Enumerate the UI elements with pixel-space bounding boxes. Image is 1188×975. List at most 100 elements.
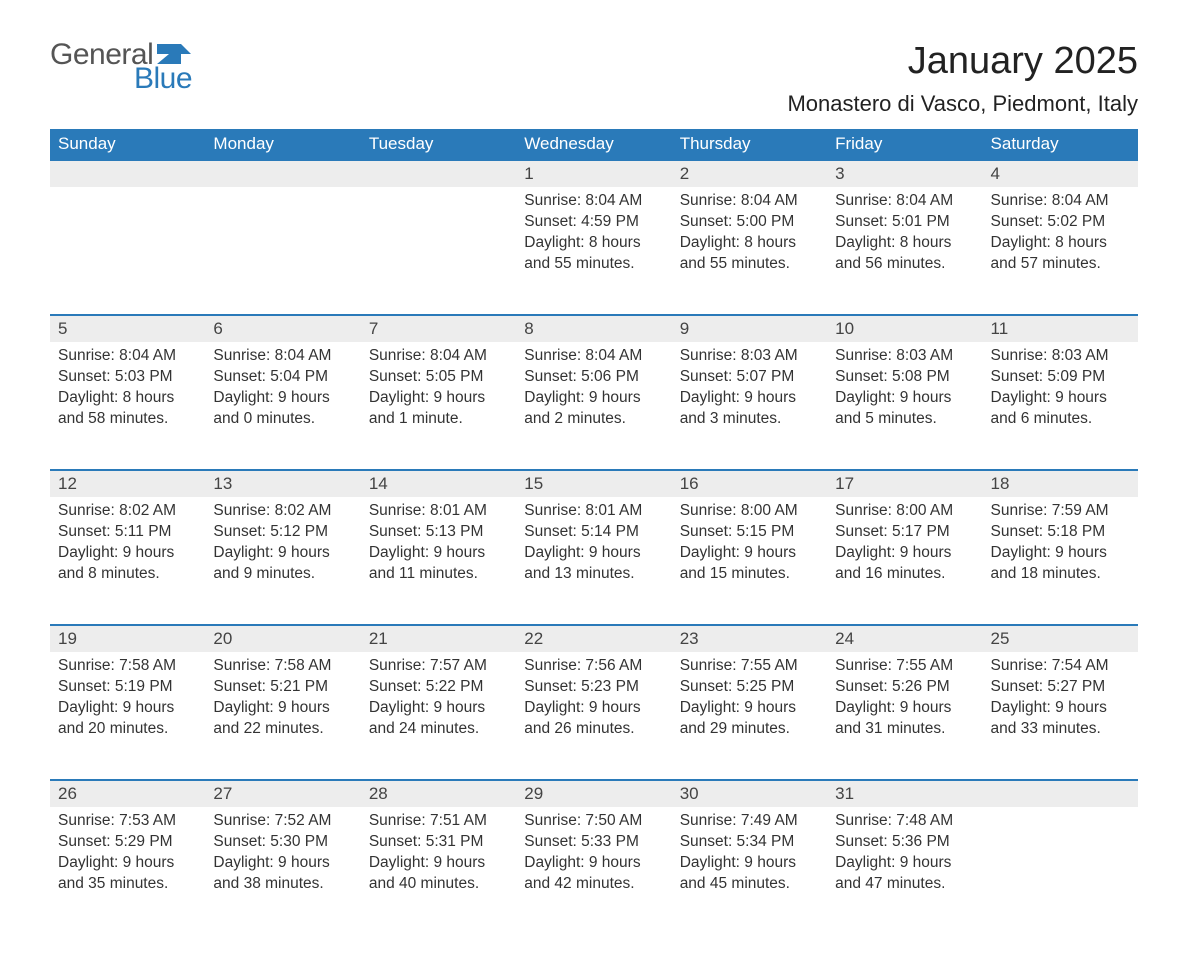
sunset-line: Sunset: 5:01 PM [835,213,950,230]
weekday-header: Monday [205,129,360,160]
sunrise-line: Sunrise: 8:03 AM [991,347,1109,364]
day-cell: Sunrise: 8:01 AMSunset: 5:13 PMDaylight:… [361,497,516,625]
sunset-line: Sunset: 5:15 PM [680,523,795,540]
sunrise-line: Sunrise: 8:02 AM [213,502,331,519]
sunset-line: Sunset: 5:05 PM [369,368,484,385]
day-number-cell: 19 [50,625,205,652]
sunrise-line: Sunrise: 8:04 AM [524,347,642,364]
sunrise-line: Sunrise: 7:52 AM [213,812,331,829]
daylight-line: Daylight: 9 hours and 35 minutes. [58,854,174,892]
sunset-line: Sunset: 5:26 PM [835,678,950,695]
weekday-header: Saturday [983,129,1138,160]
daylight-line: Daylight: 9 hours and 45 minutes. [680,854,796,892]
sunrise-line: Sunrise: 8:02 AM [58,502,176,519]
day-number-cell: 31 [827,780,982,807]
day-number-cell [205,160,360,187]
sunrise-line: Sunrise: 8:04 AM [213,347,331,364]
day-cell: Sunrise: 8:04 AMSunset: 5:05 PMDaylight:… [361,342,516,470]
sunset-line: Sunset: 5:09 PM [991,368,1106,385]
daylight-line: Daylight: 9 hours and 42 minutes. [524,854,640,892]
daylight-line: Daylight: 9 hours and 22 minutes. [213,699,329,737]
day-number-cell: 1 [516,160,671,187]
day-cell: Sunrise: 7:52 AMSunset: 5:30 PMDaylight:… [205,807,360,935]
daylight-line: Daylight: 8 hours and 58 minutes. [58,389,174,427]
day-number-cell: 4 [983,160,1138,187]
day-cell: Sunrise: 8:04 AM Sunset: 5:00 PM Daylight:… [672,187,827,315]
sunrise-line: Sunrise: 7:53 AM [58,812,176,829]
sunrise-line: Sunrise: 8:01 AM [369,502,487,519]
weekday-header: Thursday [672,129,827,160]
sunrise-line: Sunrise: 8:04 AM [680,192,798,209]
daylight-line: Daylight: 9 hours and 18 minutes. [991,544,1107,582]
daylight-line: Daylight: 8 hours and 55 minutes. [524,234,640,272]
sunset-line: Sunset: 5:34 PM [680,833,795,850]
day-number-cell: 6 [205,315,360,342]
day-body-row: Sunrise: 7:53 AMSunset: 5:29 PMDaylight:… [50,807,1138,935]
day-number-cell: 27 [205,780,360,807]
daylight-line: Daylight: 9 hours and 29 minutes. [680,699,796,737]
sunrise-line: Sunrise: 8:00 AM [680,502,798,519]
day-cell: Sunrise: 7:49 AM Sunset: 5:34 PM Daylight:… [672,807,827,935]
location-subtitle: Monastero di Vasco, Piedmont, Italy [787,91,1138,117]
day-number-cell [361,160,516,187]
day-number-row: 1234 [50,160,1138,187]
sunrise-line: Sunrise: 7:50 AM [524,812,642,829]
day-cell: Sunrise: 7:55 AMSunset: 5:25 PMDaylight:… [672,652,827,780]
sunset-line: Sunset: 5:02 PM [991,213,1106,230]
day-number-cell: 2 [672,160,827,187]
day-number-cell: 15 [516,470,671,497]
sunset-line: Sunset: 4:59 PM [524,213,639,230]
day-number-cell: 30 [672,780,827,807]
daylight-line: Daylight: 8 hours and 55 minutes. [680,234,796,272]
sunset-line: Sunset: 5:23 PM [524,678,639,695]
weekday-header-row: SundayMondayTuesdayWednesdayThursdayFrid… [50,129,1138,160]
day-number-cell: 7 [361,315,516,342]
page-header: General Blue January 2025 Monastero di V… [50,40,1138,117]
sunrise-line: Sunrise: 7:48 AM [835,812,953,829]
day-cell [50,187,205,315]
day-cell: Sunrise: 8:04 AMSunset: 5:04 PMDaylight:… [205,342,360,470]
day-cell: Sunrise: 8:00 AM Sunset: 5:15 PM Daylight:… [672,497,827,625]
day-cell [983,807,1138,935]
day-cell: Sunrise: 7:55 AMSunset: 5:26 PMDaylight:… [827,652,982,780]
sunrise-line: Sunrise: 7:54 AM [991,657,1109,674]
day-cell: Sunrise: 8:01 AMSunset: 5:14 PMDaylight:… [516,497,671,625]
day-cell: Sunrise: 7:56 AMSunset: 5:23 PMDaylight:… [516,652,671,780]
day-number-cell: 25 [983,625,1138,652]
sunset-line: Sunset: 5:21 PM [213,678,328,695]
sunrise-line: Sunrise: 8:01 AM [524,502,642,519]
daylight-line: Daylight: 9 hours and 16 minutes. [835,544,951,582]
sunrise-line: Sunrise: 8:03 AM [835,347,953,364]
day-cell: Sunrise: 8:00 AMSunset: 5:17 PMDaylight:… [827,497,982,625]
daylight-line: Daylight: 9 hours and 24 minutes. [369,699,485,737]
daylight-line: Daylight: 9 hours and 31 minutes. [835,699,951,737]
sunrise-line: Sunrise: 8:04 AM [58,347,176,364]
day-number-cell: 12 [50,470,205,497]
daylight-line: Daylight: 9 hours and 9 minutes. [213,544,329,582]
sunrise-line: Sunrise: 8:04 AM [524,192,642,209]
sunset-line: Sunset: 5:17 PM [835,523,950,540]
day-body-row: Sunrise: 7:58 AMSunset: 5:19 PMDaylight:… [50,652,1138,780]
day-cell: Sunrise: 8:03 AMSunset: 5:09 PMDaylight:… [983,342,1138,470]
day-number-cell: 11 [983,315,1138,342]
day-cell: Sunrise: 8:03 AMSunset: 5:08 PMDaylight:… [827,342,982,470]
sunset-line: Sunset: 5:03 PM [58,368,173,385]
sunset-line: Sunset: 5:25 PM [680,678,795,695]
day-cell [361,187,516,315]
daylight-line: Daylight: 9 hours and 47 minutes. [835,854,951,892]
sunrise-line: Sunrise: 7:58 AM [213,657,331,674]
day-number-cell: 8 [516,315,671,342]
day-number-cell: 14 [361,470,516,497]
sunset-line: Sunset: 5:00 PM [680,213,795,230]
day-cell [205,187,360,315]
daylight-line: Daylight: 9 hours and 15 minutes. [680,544,796,582]
day-cell: Sunrise: 7:58 AMSunset: 5:19 PMDaylight:… [50,652,205,780]
day-number-cell: 16 [672,470,827,497]
day-number-cell: 5 [50,315,205,342]
sunrise-line: Sunrise: 7:49 AM [680,812,798,829]
day-number-cell: 13 [205,470,360,497]
day-number-cell: 22 [516,625,671,652]
calendar-table: SundayMondayTuesdayWednesdayThursdayFrid… [50,129,1138,935]
day-cell: Sunrise: 8:02 AMSunset: 5:12 PMDaylight:… [205,497,360,625]
day-body-row: Sunrise: 8:04 AM Sunset: 5:03 PM Daylight:… [50,342,1138,470]
